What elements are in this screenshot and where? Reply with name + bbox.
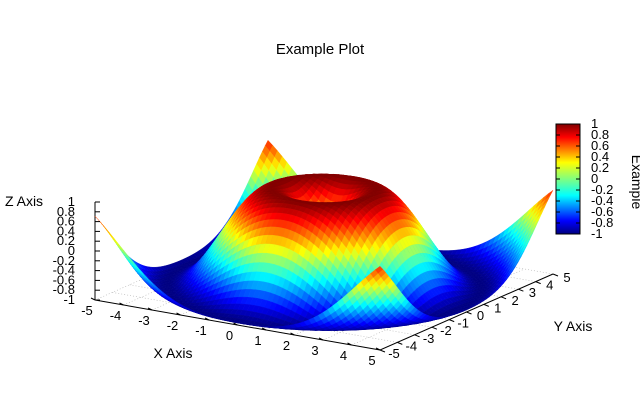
y-tick-label: 1 [494, 300, 501, 315]
colorbar-tick-label: 1 [591, 116, 598, 131]
y-tick-label: 0 [477, 308, 484, 323]
y-tick-label: -3 [423, 331, 435, 346]
y-tick-label: 3 [529, 285, 536, 300]
z-tick-label: -0.6 [53, 272, 75, 287]
y-tick-label: -1 [457, 316, 469, 331]
z-axis-label: Z Axis [5, 193, 43, 209]
z-tick-label: 0.6 [57, 214, 75, 229]
colorbar-ticks: 10.80.60.40.20-0.2-0.4-0.6-0.8-1 [556, 116, 613, 241]
z-tick-label: 0.4 [57, 223, 75, 238]
x-axis-label: X Axis [154, 345, 193, 361]
z-tick-label: 0 [68, 243, 75, 258]
x-tick-label: 5 [368, 353, 375, 368]
colorbar-tick-label: 0.2 [591, 160, 609, 175]
z-tick-label: 0.8 [57, 204, 75, 219]
x-tick-label: 0 [226, 328, 233, 343]
y-tick-mark [414, 334, 420, 338]
x-tick-label: 1 [254, 333, 261, 348]
colorbar-label: Example [629, 155, 640, 210]
x-tick-label: 2 [283, 338, 290, 353]
x-tick-label: -5 [81, 303, 93, 318]
y-tick-label: 2 [511, 293, 518, 308]
x-ticks: -5 -4 -3 -2 -1 0 1 2 3 4 5 [81, 297, 381, 368]
x-tick-mark [119, 302, 124, 306]
x-tick-label: -3 [138, 313, 150, 328]
y-tick-mark [449, 319, 455, 323]
colorbar-tick-label: 0.4 [591, 149, 609, 164]
x-tick-mark [375, 347, 381, 351]
y-tick-label: -5 [388, 346, 400, 361]
x-tick-mark [347, 342, 352, 346]
y-tick-label: -4 [406, 338, 418, 353]
x-tick-mark [90, 297, 96, 301]
x-tick-mark [233, 322, 238, 326]
x-tick-mark [176, 312, 181, 316]
surface [94, 139, 554, 331]
colorbar-tick-label: -0.2 [591, 182, 613, 197]
x-tick-label: -2 [167, 318, 179, 333]
y-tick-mark [379, 349, 386, 353]
z-tick-label: -0.4 [53, 263, 75, 278]
y-tick-label: -2 [440, 323, 452, 338]
colorbar-tick-label: 0.8 [591, 127, 609, 142]
colorbar: 10.80.60.40.20-0.2-0.4-0.6-0.8-1 Example [555, 116, 640, 241]
x-tick-mark [204, 317, 210, 321]
colorbar-tick-label: 0 [591, 171, 598, 186]
y-axis-label: Y Axis [554, 318, 593, 334]
colorbar-tick-label: -0.6 [591, 204, 613, 219]
z-tick-label: 1 [68, 194, 75, 209]
colorbar-tick-label: 0.6 [591, 138, 609, 153]
chart-title: Example Plot [276, 41, 365, 58]
x-tick-mark [147, 307, 153, 311]
colorbar-tick-label: -1 [591, 226, 603, 241]
z-tick-label: -1 [63, 292, 75, 307]
y-tick-mark [518, 288, 524, 292]
x-tick-label: 4 [340, 348, 347, 363]
surface-patch [374, 266, 384, 274]
z-tick-label: 0.2 [57, 233, 75, 248]
y-tick-mark [483, 303, 489, 307]
x-tick-mark [290, 332, 295, 336]
y-tick-mark [466, 311, 472, 315]
x-tick-label: 3 [311, 343, 318, 358]
x-tick-mark [318, 337, 324, 341]
y-tick-mark [500, 296, 507, 300]
y-tick-mark [552, 273, 559, 277]
z-tick-label: -0.2 [53, 253, 75, 268]
z-ticks: 10.80.60.40.20-0.2-0.4-0.6-0.8-1 [53, 194, 100, 307]
y-tick-label: 5 [563, 270, 570, 285]
colorbar-tick-label: -0.4 [591, 193, 613, 208]
z-tick-label: -0.8 [53, 282, 75, 297]
y-tick-mark [431, 326, 438, 330]
y-tick-label: 4 [546, 278, 553, 293]
y-tick-mark [535, 281, 541, 285]
x-tick-mark [261, 327, 267, 331]
x-tick-label: -4 [110, 308, 122, 323]
colorbar-tick-label: -0.8 [591, 215, 613, 230]
x-tick-label: -1 [195, 323, 207, 338]
y-tick-mark [397, 341, 403, 345]
